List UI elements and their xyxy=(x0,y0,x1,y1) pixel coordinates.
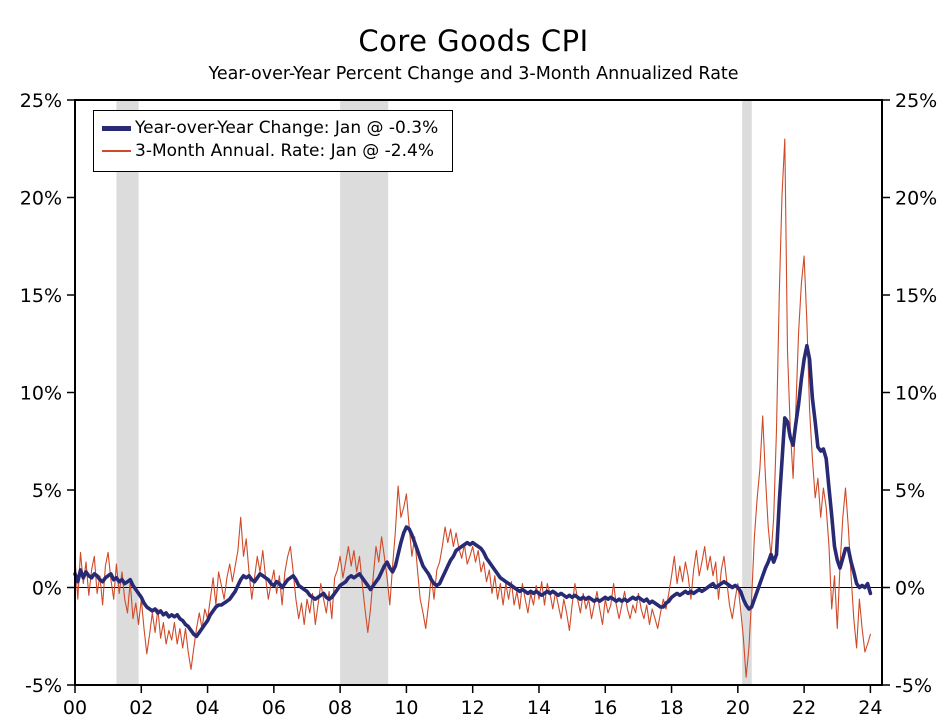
chart-subtitle: Year-over-Year Percent Change and 3-Mont… xyxy=(208,64,739,84)
y-axis-label-right: -5% xyxy=(895,675,932,697)
x-axis-label: 06 xyxy=(262,697,286,719)
plot-border xyxy=(74,99,883,686)
x-axis-label: 14 xyxy=(527,697,551,719)
y-axis-label-left: 15% xyxy=(20,285,62,307)
legend-item-3mo: 3-Month Annual. Rate: Jan @ -2.4% xyxy=(102,141,438,161)
x-axis-label: 12 xyxy=(461,697,485,719)
x-axis-label: 22 xyxy=(792,697,816,719)
x-axis-label: 20 xyxy=(726,697,750,719)
series-line-yoy xyxy=(73,343,873,639)
y-axis-label-right: 10% xyxy=(895,383,937,405)
y-axis-label-left: 25% xyxy=(20,90,62,112)
y-axis-label-left: -5% xyxy=(25,675,62,697)
y-axis-label-left: 0% xyxy=(32,578,62,600)
y-axis-label-left: 5% xyxy=(32,480,62,502)
x-axis-label: 24 xyxy=(858,697,882,719)
three-month-line-swatch xyxy=(102,150,131,152)
recession-band xyxy=(116,100,139,685)
chart-title: Core Goods CPI xyxy=(358,24,589,58)
y-axis-label-right: 0% xyxy=(895,578,925,600)
y-axis-label-right: 20% xyxy=(895,188,937,210)
legend-label-yoy: Year-over-Year Change: Jan @ -0.3% xyxy=(135,118,439,138)
y-axis-label-right: 5% xyxy=(895,480,925,502)
legend-item-yoy: Year-over-Year Change: Jan @ -0.3% xyxy=(102,118,438,138)
x-axis-label: 10 xyxy=(394,697,418,719)
x-axis-label: 00 xyxy=(63,697,87,719)
legend-label-3mo: 3-Month Annual. Rate: Jan @ -2.4% xyxy=(135,141,434,161)
x-axis-label: 08 xyxy=(328,697,352,719)
x-axis-label: 04 xyxy=(195,697,219,719)
recession-band xyxy=(742,100,752,685)
x-axis-label: 02 xyxy=(129,697,153,719)
yoy-line-swatch xyxy=(102,125,131,131)
y-axis-label-right: 25% xyxy=(895,90,937,112)
x-axis-label: 18 xyxy=(659,697,683,719)
y-axis-label-left: 10% xyxy=(20,383,62,405)
y-axis-label-right: 15% xyxy=(895,285,937,307)
legend: Year-over-Year Change: Jan @ -0.3% 3-Mon… xyxy=(93,110,454,172)
y-axis-label-left: 20% xyxy=(20,188,62,210)
x-axis-label: 16 xyxy=(593,697,617,719)
